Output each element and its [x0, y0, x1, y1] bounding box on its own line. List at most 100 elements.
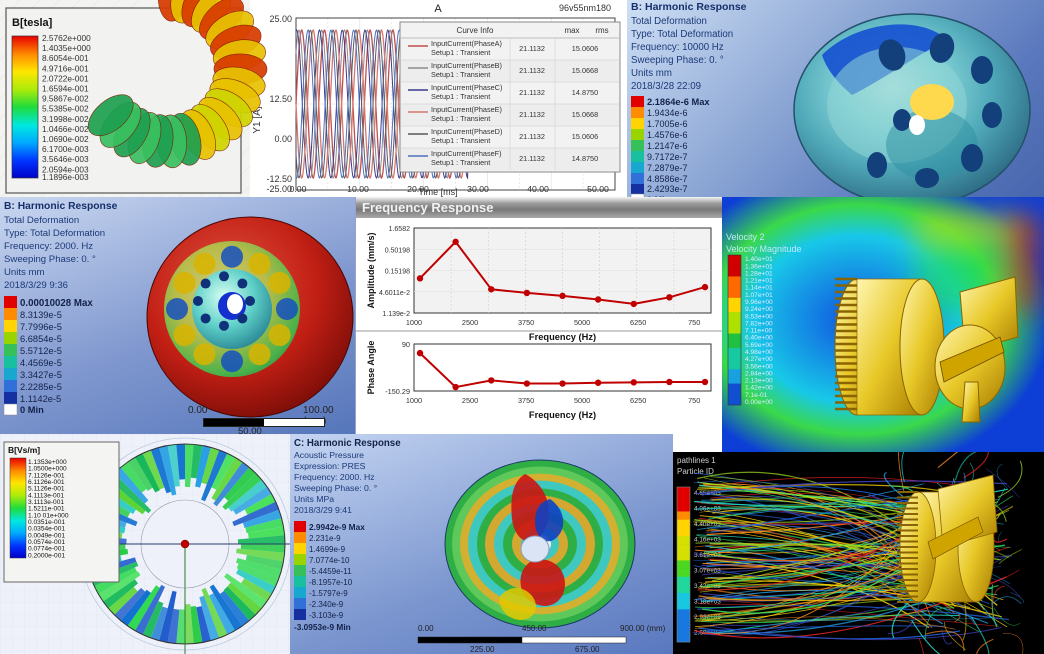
svg-text:0 Min: 0 Min	[20, 405, 44, 415]
svg-text:90: 90	[402, 340, 410, 349]
svg-text:Setup1 : Transient: Setup1 : Transient	[431, 70, 490, 79]
svg-text:5.5385e-002: 5.5385e-002	[42, 104, 89, 114]
svg-text:Amplitude (mm/s): Amplitude (mm/s)	[366, 232, 376, 308]
svg-text:-12.50: -12.50	[266, 174, 292, 184]
svg-text:1.139e-2: 1.139e-2	[382, 311, 410, 318]
svg-text:4.27e+00: 4.27e+00	[745, 356, 773, 363]
svg-text:Sweeping Phase: 0. °: Sweeping Phase: 0. °	[4, 254, 96, 265]
svg-text:2.4293e-7: 2.4293e-7	[647, 184, 688, 194]
svg-text:Frequency: 10000 Hz: Frequency: 10000 Hz	[631, 42, 724, 53]
svg-text:15.0606: 15.0606	[572, 132, 598, 141]
svg-text:Setup1 : Transient: Setup1 : Transient	[431, 92, 490, 101]
svg-text:-8.1957e-10: -8.1957e-10	[309, 578, 353, 587]
svg-text:30.00: 30.00	[467, 184, 489, 194]
svg-text:Velocity 2: Velocity 2	[726, 232, 765, 242]
svg-text:2.5762e+000: 2.5762e+000	[42, 33, 91, 43]
svg-text:Acoustic Pressure: Acoustic Pressure	[294, 450, 364, 460]
svg-text:900.00 (mm): 900.00 (mm)	[620, 624, 666, 633]
svg-text:0.00010028 Max: 0.00010028 Max	[20, 298, 93, 309]
svg-text:-3.103e-9: -3.103e-9	[309, 611, 344, 620]
svg-text:InputCurrent(PhaseB): InputCurrent(PhaseB)	[431, 61, 502, 70]
svg-text:8.3139e-5: 8.3139e-5	[20, 310, 62, 320]
svg-text:Frequency: 2000. Hz: Frequency: 2000. Hz	[294, 472, 375, 482]
svg-text:1.07e+01: 1.07e+01	[745, 292, 773, 299]
svg-text:6.1700e-003: 6.1700e-003	[42, 144, 89, 154]
svg-text:-150.29: -150.29	[385, 387, 410, 396]
svg-text:1.6582: 1.6582	[389, 226, 411, 233]
svg-text:4.98e+00: 4.98e+00	[745, 349, 773, 356]
svg-text:3.1998e-002: 3.1998e-002	[42, 114, 89, 124]
svg-text:Expression: PRES: Expression: PRES	[294, 461, 366, 471]
svg-text:750: 750	[688, 318, 700, 327]
svg-text:Units mm: Units mm	[631, 68, 672, 79]
svg-text:7.82e+00: 7.82e+00	[745, 320, 773, 327]
svg-text:9.7172e-7: 9.7172e-7	[647, 152, 688, 162]
svg-text:1.0466e-002: 1.0466e-002	[42, 124, 89, 134]
svg-text:2.2285e-5: 2.2285e-5	[20, 382, 62, 392]
svg-text:8.6054e-001: 8.6054e-001	[42, 53, 89, 63]
svg-text:2018/3/28 22:09: 2018/3/28 22:09	[631, 81, 701, 92]
svg-text:1.9434e-6: 1.9434e-6	[647, 108, 688, 118]
svg-text:4.6011e-2: 4.6011e-2	[379, 290, 410, 297]
svg-text:6250: 6250	[630, 396, 646, 405]
svg-text:21.1132: 21.1132	[519, 132, 545, 141]
svg-text:4.4569e-5: 4.4569e-5	[20, 358, 62, 368]
svg-text:7.11e+00: 7.11e+00	[745, 328, 773, 335]
svg-text:14.8750: 14.8750	[572, 88, 598, 97]
svg-text:9.5867e-002: 9.5867e-002	[42, 94, 89, 104]
svg-text:6250: 6250	[630, 318, 646, 327]
svg-text:Type: Total Deformation: Type: Total Deformation	[631, 29, 733, 40]
svg-text:21.1132: 21.1132	[519, 88, 545, 97]
svg-text:25.00: 25.00	[269, 14, 292, 24]
svg-text:1.28e+01: 1.28e+01	[745, 270, 773, 277]
svg-text:2.9942e-9 Max: 2.9942e-9 Max	[309, 522, 365, 532]
svg-text:1.14e+01: 1.14e+01	[745, 285, 773, 292]
svg-text:Frequency (Hz): Frequency (Hz)	[529, 332, 596, 342]
svg-text:15.0668: 15.0668	[572, 110, 598, 119]
svg-text:14.8750: 14.8750	[572, 154, 598, 163]
svg-text:0.2000e-001: 0.2000e-001	[28, 552, 65, 559]
svg-text:Setup1 : Transient: Setup1 : Transient	[431, 114, 490, 123]
svg-text:3750: 3750	[518, 396, 534, 405]
svg-text:450.00: 450.00	[522, 624, 547, 633]
svg-text:5.5712e-5: 5.5712e-5	[20, 346, 62, 356]
svg-text:4.9716e-001: 4.9716e-001	[42, 63, 89, 73]
svg-text:10.00: 10.00	[347, 184, 369, 194]
svg-text:C: Harmonic Response: C: Harmonic Response	[294, 438, 401, 449]
svg-text:2500: 2500	[462, 318, 478, 327]
svg-text:21.1132: 21.1132	[519, 44, 545, 53]
svg-text:Total Deformation: Total Deformation	[4, 215, 79, 226]
svg-text:Units MPa: Units MPa	[294, 494, 334, 504]
svg-text:0.00: 0.00	[418, 624, 434, 633]
svg-text:InputCurrent(PhaseD): InputCurrent(PhaseD)	[431, 127, 502, 136]
svg-text:1.6594e-001: 1.6594e-001	[42, 84, 89, 94]
svg-text:1.4035e+000: 1.4035e+000	[42, 43, 91, 53]
svg-text:2.231e-9: 2.231e-9	[309, 534, 341, 543]
svg-text:40.00: 40.00	[527, 184, 549, 194]
svg-text:0.15198: 0.15198	[385, 269, 410, 276]
svg-text:21.1132: 21.1132	[519, 110, 545, 119]
svg-text:Frequency: 2000. Hz: Frequency: 2000. Hz	[4, 241, 93, 252]
svg-text:2018/3/29 9:36: 2018/3/29 9:36	[4, 280, 68, 291]
svg-text:Setup1 : Transient: Setup1 : Transient	[431, 48, 490, 57]
svg-text:1.1142e-5: 1.1142e-5	[20, 394, 61, 404]
svg-text:-5.4459e-11: -5.4459e-11	[309, 567, 352, 576]
svg-text:9.96e+00: 9.96e+00	[745, 299, 773, 306]
svg-text:1.0690e-002: 1.0690e-002	[42, 134, 89, 144]
svg-text:15.0668: 15.0668	[572, 66, 598, 75]
svg-text:5000: 5000	[574, 396, 590, 405]
svg-text:1.7005e-6: 1.7005e-6	[647, 119, 688, 129]
svg-text:Sweeping Phase: 0. °: Sweeping Phase: 0. °	[631, 55, 724, 66]
svg-text:21.1132: 21.1132	[519, 66, 545, 75]
svg-text:2.1864e-6 Max: 2.1864e-6 Max	[647, 97, 710, 107]
svg-text:Units mm: Units mm	[4, 267, 45, 278]
svg-text:Y1 [A]: Y1 [A]	[252, 106, 263, 133]
svg-text:InputCurrent(PhaseE): InputCurrent(PhaseE)	[431, 105, 502, 114]
svg-text:3750: 3750	[518, 318, 534, 327]
svg-text:1.4576e-6: 1.4576e-6	[647, 130, 688, 140]
svg-text:1.1896e-003: 1.1896e-003	[42, 172, 89, 182]
svg-text:9.24e+00: 9.24e+00	[745, 306, 773, 313]
svg-text:7.1e-01: 7.1e-01	[745, 392, 768, 399]
svg-text:5000: 5000	[574, 318, 590, 327]
svg-text:8.53e+00: 8.53e+00	[745, 313, 773, 320]
